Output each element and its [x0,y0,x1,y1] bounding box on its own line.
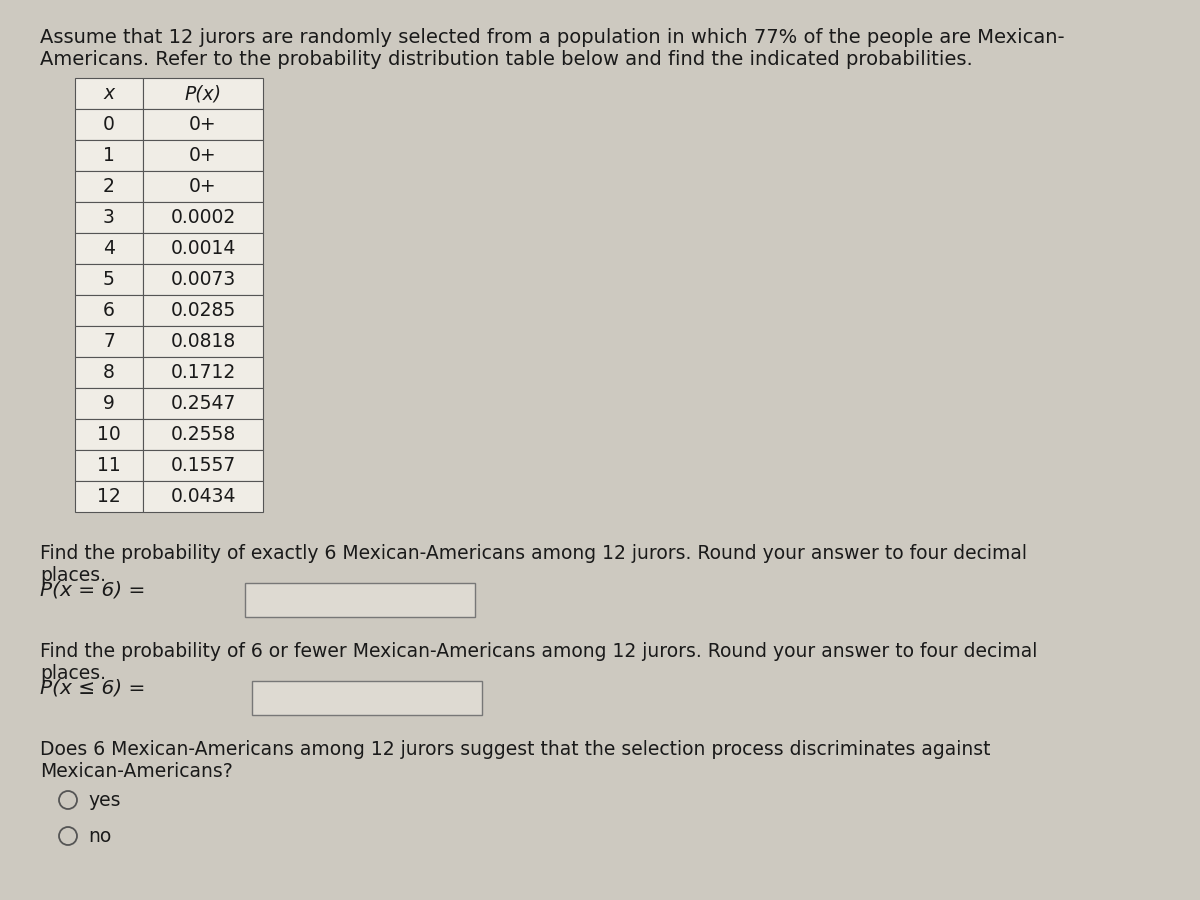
Text: 2: 2 [103,177,115,196]
Bar [252,681,482,715]
Text: 0.0014: 0.0014 [170,239,235,258]
Text: 0.0434: 0.0434 [170,487,235,506]
Bar [143,202,263,233]
Bar [74,450,143,481]
Text: 3: 3 [103,208,115,227]
Bar [74,202,143,233]
Bar [143,140,263,171]
Text: no: no [88,826,112,845]
Text: 0.1712: 0.1712 [170,363,235,382]
Text: 0.0073: 0.0073 [170,270,235,289]
Bar [245,583,475,617]
Text: Find the probability of 6 or fewer Mexican-Americans among 12 jurors. Round your: Find the probability of 6 or fewer Mexic… [40,642,1037,661]
Bar [74,388,143,419]
Bar [143,78,263,109]
Text: 9: 9 [103,394,115,413]
Bar [74,171,143,202]
Text: 6: 6 [103,301,115,320]
Bar [74,109,143,140]
Bar [143,388,263,419]
Text: Does 6 Mexican-Americans among 12 jurors suggest that the selection process disc: Does 6 Mexican-Americans among 12 jurors… [40,740,990,759]
Bar [74,481,143,512]
Text: 4: 4 [103,239,115,258]
Text: 8: 8 [103,363,115,382]
Text: 0+: 0+ [190,146,217,165]
Bar [74,326,143,357]
Bar [143,481,263,512]
Text: 7: 7 [103,332,115,351]
Text: 0.2547: 0.2547 [170,394,235,413]
Text: 11: 11 [97,456,121,475]
Text: Assume that 12 jurors are randomly selected from a population in which 77% of th: Assume that 12 jurors are randomly selec… [40,28,1064,47]
Bar [74,264,143,295]
Text: places.: places. [40,664,106,683]
Text: 0.0002: 0.0002 [170,208,235,227]
Text: 0.0818: 0.0818 [170,332,235,351]
Bar [74,78,143,109]
Text: 5: 5 [103,270,115,289]
Text: Americans. Refer to the probability distribution table below and find the indica: Americans. Refer to the probability dist… [40,50,973,69]
Bar [143,326,263,357]
Bar [74,295,143,326]
Bar [143,419,263,450]
Bar [143,109,263,140]
Bar [74,357,143,388]
Bar [74,233,143,264]
Text: 10: 10 [97,425,121,444]
Text: 0.2558: 0.2558 [170,425,235,444]
Bar [143,233,263,264]
Text: 0: 0 [103,115,115,134]
Bar [143,357,263,388]
Bar [143,171,263,202]
Bar [143,450,263,481]
Text: 0+: 0+ [190,115,217,134]
Bar [143,295,263,326]
Text: yes: yes [88,790,120,809]
Bar [74,140,143,171]
Text: Mexican-Americans?: Mexican-Americans? [40,762,233,781]
Text: 12: 12 [97,487,121,506]
Text: 0.0285: 0.0285 [170,301,235,320]
Text: 1: 1 [103,146,115,165]
Text: 0+: 0+ [190,177,217,196]
Text: P(x = 6) =: P(x = 6) = [40,580,145,599]
Text: Find the probability of exactly 6 Mexican-Americans among 12 jurors. Round your : Find the probability of exactly 6 Mexica… [40,544,1027,563]
Text: P(x ≤ 6) =: P(x ≤ 6) = [40,679,145,698]
Text: P(x): P(x) [185,84,222,103]
Bar [143,264,263,295]
Text: places.: places. [40,566,106,585]
Text: x: x [103,84,114,103]
Bar [74,419,143,450]
Text: 0.1557: 0.1557 [170,456,235,475]
